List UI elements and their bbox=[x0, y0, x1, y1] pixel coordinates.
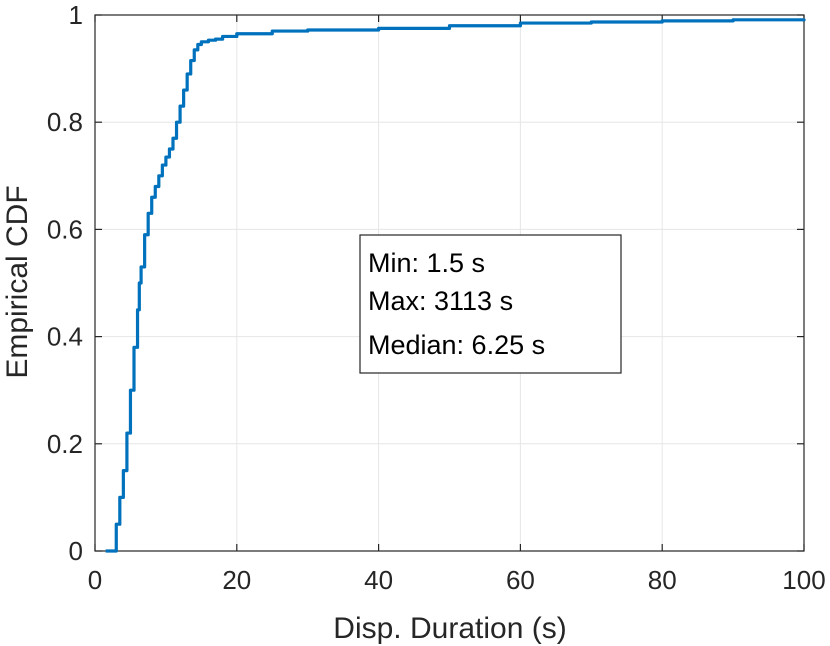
x-tick-label: 0 bbox=[88, 565, 102, 595]
cdf-series-line bbox=[105, 18, 806, 553]
y-tick-label: 0 bbox=[69, 536, 83, 566]
y-tick-label: 0.8 bbox=[47, 107, 83, 137]
stats-annotation-box bbox=[359, 234, 622, 374]
y-tick-labels: 0 0.2 0.4 0.6 0.8 1 bbox=[47, 0, 83, 566]
stats-max: Max: 3113 s bbox=[368, 286, 513, 316]
x-tick-label: 40 bbox=[364, 565, 393, 595]
y-tick-label: 0.6 bbox=[47, 214, 83, 244]
x-tick-label: 80 bbox=[648, 565, 677, 595]
y-axis-label: Empirical CDF bbox=[1, 185, 34, 378]
stats-annotation: Min: 1.5 s Max: 3113 s Median: 6.25 s bbox=[359, 234, 622, 374]
plot-frame bbox=[94, 14, 805, 552]
x-axis-label: Disp. Duration (s) bbox=[333, 612, 566, 645]
x-tick-labels: 0 20 40 60 80 100 bbox=[88, 565, 826, 595]
stats-min: Min: 1.5 s bbox=[368, 248, 485, 278]
ticks bbox=[94, 14, 805, 552]
x-tick-label: 60 bbox=[506, 565, 535, 595]
x-tick-label: 100 bbox=[782, 565, 825, 595]
stats-median: Median: 6.25 s bbox=[368, 330, 545, 360]
y-tick-label: 0.2 bbox=[47, 429, 83, 459]
x-tick-label: 20 bbox=[222, 565, 251, 595]
y-tick-label: 0.4 bbox=[47, 322, 83, 352]
y-tick-label: 1 bbox=[69, 0, 83, 30]
